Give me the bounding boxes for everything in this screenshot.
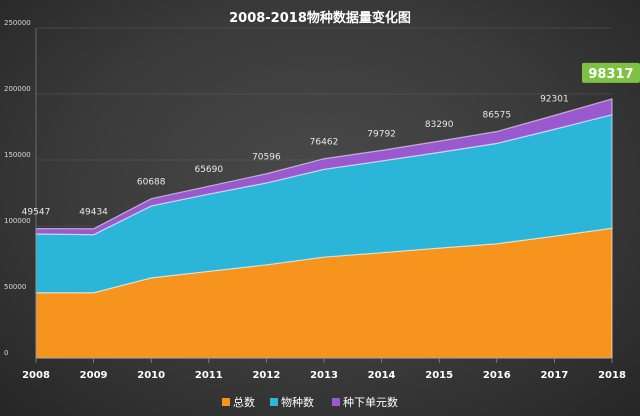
highlight-callout-text: 98317	[588, 67, 633, 82]
x-tick-label: 2012	[252, 370, 280, 381]
highlight-callout: 98317	[582, 62, 640, 83]
y-tick-label: 200000	[4, 85, 31, 93]
x-tick-label: 2016	[483, 370, 511, 381]
stacked-areas	[35, 98, 613, 359]
data-label: 76462	[310, 138, 339, 148]
y-tick-label: 250000	[4, 19, 31, 27]
x-tick-label: 2017	[540, 370, 568, 381]
y-tick-label: 100000	[4, 217, 31, 225]
y-tick-label: 0	[4, 349, 8, 357]
legend-swatch	[270, 398, 278, 406]
data-label: 79792	[367, 129, 396, 139]
chart-title: 2008-2018物种数据量变化图	[229, 10, 411, 26]
highlight-callout-box	[582, 62, 640, 83]
x-tick-label: 2018	[598, 370, 626, 381]
x-tick-label: 2009	[80, 370, 108, 381]
legend-swatch	[332, 398, 340, 406]
x-tick-label: 2011	[195, 370, 223, 381]
x-axis: 2008 2009 2010 2011 2012 2013 2014 2015 2016 2017…	[22, 357, 626, 381]
area-series-3	[35, 98, 613, 236]
x-tick-label: 2010	[137, 370, 165, 381]
x-tick-label: 2014	[368, 370, 396, 381]
data-labels: 49547 49434 60688 65690 70596 76462 79792 83290…	[22, 94, 569, 217]
legend-label: 物种数	[281, 395, 314, 409]
x-tick-label: 2015	[425, 370, 453, 381]
legend-swatch	[222, 398, 230, 406]
data-label: 49547	[22, 208, 51, 218]
x-tick-label: 2008	[22, 370, 50, 381]
data-label: 60688	[137, 178, 166, 188]
y-tick-label: 150000	[4, 151, 31, 159]
data-label: 83290	[425, 120, 454, 130]
data-label: 49434	[79, 208, 108, 218]
x-tick-label: 2013	[310, 370, 338, 381]
y-axis: 0 50000 100000 150000 200000 250000	[4, 19, 37, 358]
y-tick-label: 50000	[4, 283, 26, 291]
legend-label: 总数	[233, 395, 255, 409]
data-label: 70596	[252, 153, 281, 163]
data-label: 65690	[194, 165, 223, 175]
legend-label: 种下单元数	[343, 395, 398, 409]
data-label: 86575	[482, 111, 511, 121]
data-label: 92301	[540, 94, 569, 104]
legend: 总数 物种数 种下单元数	[222, 395, 398, 409]
